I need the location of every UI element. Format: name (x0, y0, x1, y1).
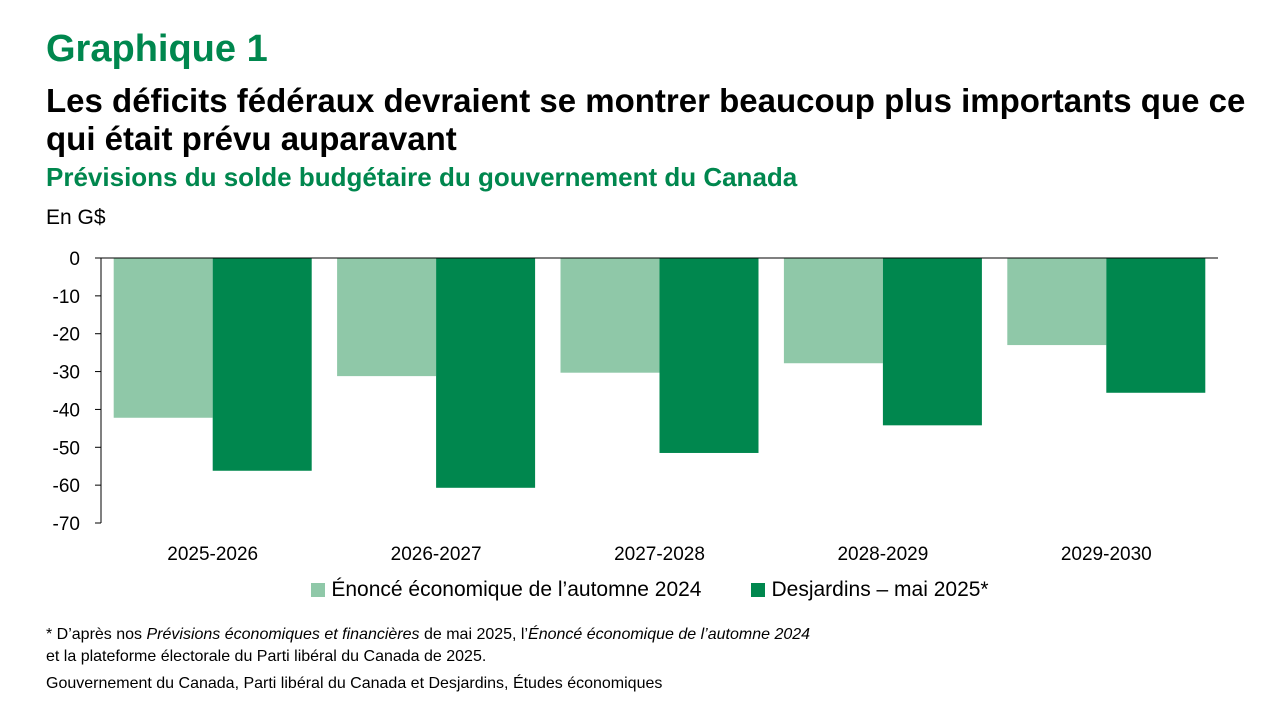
bar-2-2028-2029 (882, 258, 982, 426)
bar-1-2025-2026 (113, 258, 213, 418)
legend-label-series-2: Desjardins – mai 2025* (771, 578, 989, 601)
source-note: Gouvernement du Canada, Parti libéral du… (46, 675, 663, 692)
bar-2-2027-2028 (659, 258, 759, 453)
legend-item-series-1: Énoncé économique de l’automne 2024 (311, 578, 701, 602)
footnote-line-2: et la plateforme électorale du Parti lib… (46, 648, 487, 665)
bar-2-2025-2026 (212, 258, 312, 471)
y-tick-label: -60 (53, 476, 80, 497)
footnote-middle: de mai 2025, l’ (419, 626, 529, 643)
y-tick-label: -40 (53, 400, 80, 421)
x-tick-label: 2026-2027 (391, 544, 482, 565)
footnote-italic-1: Prévisions économiques et financières (146, 626, 420, 643)
bar-chart: 2025-2026 2026-2027 2027-2028 2028-2029 2029… (53, 249, 1218, 565)
legend-label-series-1: Énoncé économique de l’automne 2024 (331, 578, 702, 601)
footnote: * D’après nos Prévisions économiques et … (46, 624, 810, 668)
y-axis-unit-label: En G$ (46, 206, 106, 229)
chart-subtitle: Prévisions du solde budgétaire du gouver… (46, 162, 798, 192)
y-tick-label: -70 (53, 514, 80, 535)
footnote-prefix: * D’après nos (46, 626, 147, 643)
y-tick-label: -20 (53, 325, 80, 346)
legend-swatch-dark (751, 583, 766, 597)
legend-swatch-light (311, 583, 326, 597)
x-tick-label: 2028-2029 (837, 544, 928, 565)
footnote-italic-2: Énoncé économique de l’automne 2024 (528, 626, 811, 643)
x-tick-label: 2025-2026 (167, 544, 258, 565)
y-tick-label: -10 (53, 287, 80, 308)
chart-kicker: Graphique 1 (46, 28, 268, 70)
bar-2-2029-2030 (1106, 258, 1206, 393)
bar-1-2028-2029 (783, 258, 883, 364)
y-tick-label: 0 (69, 249, 80, 270)
x-tick-label: 2029-2030 (1061, 544, 1152, 565)
y-tick-label: -30 (53, 363, 80, 384)
bar-1-2027-2028 (560, 258, 660, 373)
x-tick-label: 2027-2028 (614, 544, 705, 565)
legend-item-series-2: Desjardins – mai 2025* (751, 578, 989, 602)
chart-legend: Énoncé économique de l’automne 2024 Desj… (10, 578, 1280, 602)
bar-1-2029-2030 (1007, 258, 1107, 346)
chart-title: Les déficits fédéraux devraient se montr… (46, 82, 1246, 157)
y-tick-label: -50 (53, 438, 80, 459)
bar-2-2026-2027 (436, 258, 536, 488)
bar-1-2026-2027 (337, 258, 437, 377)
